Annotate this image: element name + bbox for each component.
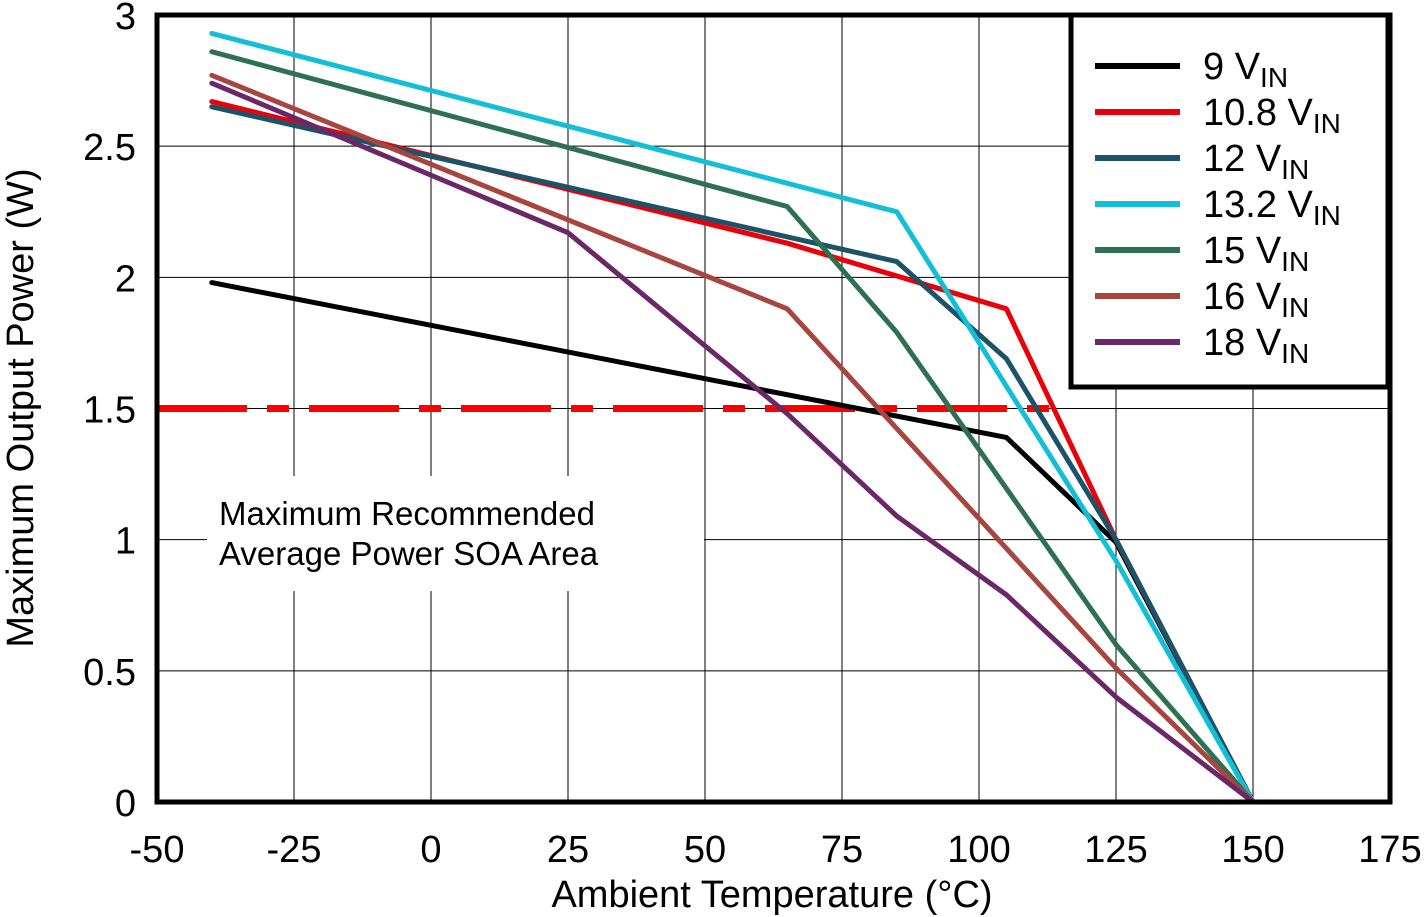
x-tick-label: -25 <box>267 829 322 871</box>
y-tick-label: 2 <box>115 258 136 300</box>
legend-label: 18 VIN <box>1203 322 1309 369</box>
y-tick-labels: 0 0.5 1 1.5 2 2.5 3 <box>83 0 136 825</box>
legend-label: 12 VIN <box>1203 138 1309 185</box>
y-tick-label: 1 <box>115 521 136 563</box>
series-line-16-v <box>209 72 1256 805</box>
x-tick-labels: -50 -25 0 25 50 75 100 125 150 175 <box>130 829 1422 871</box>
series-lines <box>209 30 1256 805</box>
x-tick-label: 0 <box>420 829 441 871</box>
legend-label: 10.8 VIN <box>1203 92 1341 139</box>
series-line-18-v <box>209 80 1256 805</box>
legend-label: 15 VIN <box>1203 230 1309 277</box>
y-tick-label: 0 <box>115 783 136 825</box>
legend-label: 16 VIN <box>1203 276 1309 323</box>
x-tick-label: 100 <box>947 829 1010 871</box>
x-tick-label: 175 <box>1358 829 1421 871</box>
annotation-line-1: Maximum Recommended <box>219 495 595 532</box>
legend-label: 13.2 VIN <box>1203 184 1341 231</box>
y-axis-label: Maximum Output Power (W) <box>0 168 42 647</box>
legend-label: 9 VIN <box>1203 46 1288 93</box>
y-tick-label: 2.5 <box>83 127 136 169</box>
x-tick-label: 150 <box>1221 829 1284 871</box>
series-line-15-v <box>209 49 1256 805</box>
y-tick-label: 1.5 <box>83 390 136 432</box>
x-tick-label: 25 <box>547 829 589 871</box>
series-line-13-2-v <box>209 30 1256 805</box>
x-tick-label: 50 <box>684 829 726 871</box>
annotation-box: Maximum Recommended Average Power SOA Ar… <box>207 476 704 591</box>
plot-frame <box>154 12 1393 805</box>
x-tick-label: -50 <box>130 829 185 871</box>
x-tick-label: 75 <box>821 829 863 871</box>
annotation-background <box>207 476 704 591</box>
x-axis-label: Ambient Temperature (°C) <box>551 874 992 916</box>
y-tick-label: 0.5 <box>83 652 136 694</box>
x-tick-label: 125 <box>1084 829 1147 871</box>
series-line-12-v <box>209 104 1256 805</box>
annotation-line-2: Average Power SOA Area <box>219 535 599 572</box>
y-tick-label: 3 <box>115 0 136 38</box>
